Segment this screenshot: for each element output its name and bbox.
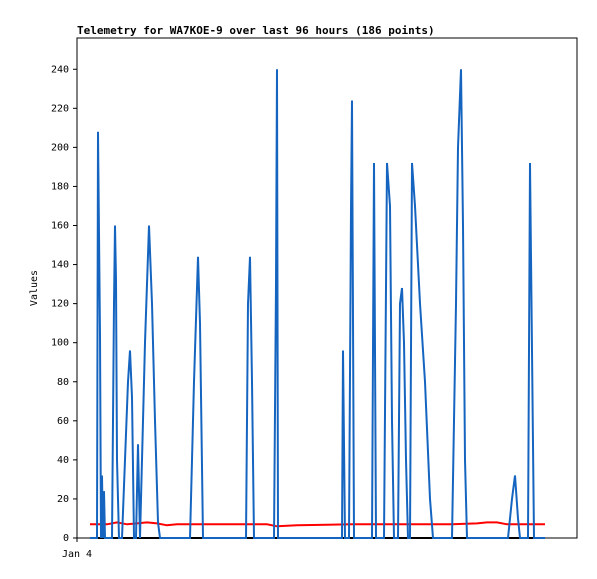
y-tick-label: 20 <box>57 494 69 505</box>
chart-title: Telemetry for WA7KOE-9 over last 96 hour… <box>77 24 435 37</box>
y-tick-label: 40 <box>57 455 69 466</box>
y-tick-label: 180 <box>51 181 69 192</box>
y-tick-label: 0 <box>63 533 69 544</box>
y-tick-label: 200 <box>51 142 69 153</box>
y-axis-label: Values <box>29 270 40 306</box>
data-line <box>90 69 545 539</box>
y-tick-label: 220 <box>51 103 69 114</box>
y-tick-label: 140 <box>51 260 69 271</box>
y-tick-label: 240 <box>51 64 69 75</box>
y-tick-label: 60 <box>57 416 69 427</box>
y-tick-label: 160 <box>51 221 69 232</box>
y-tick-label: 80 <box>57 377 69 388</box>
x-tick-label: Jan 4 <box>62 549 92 560</box>
data-line <box>90 521 545 528</box>
y-tick-label: 100 <box>51 338 69 349</box>
y-tick-label: 120 <box>51 299 69 310</box>
